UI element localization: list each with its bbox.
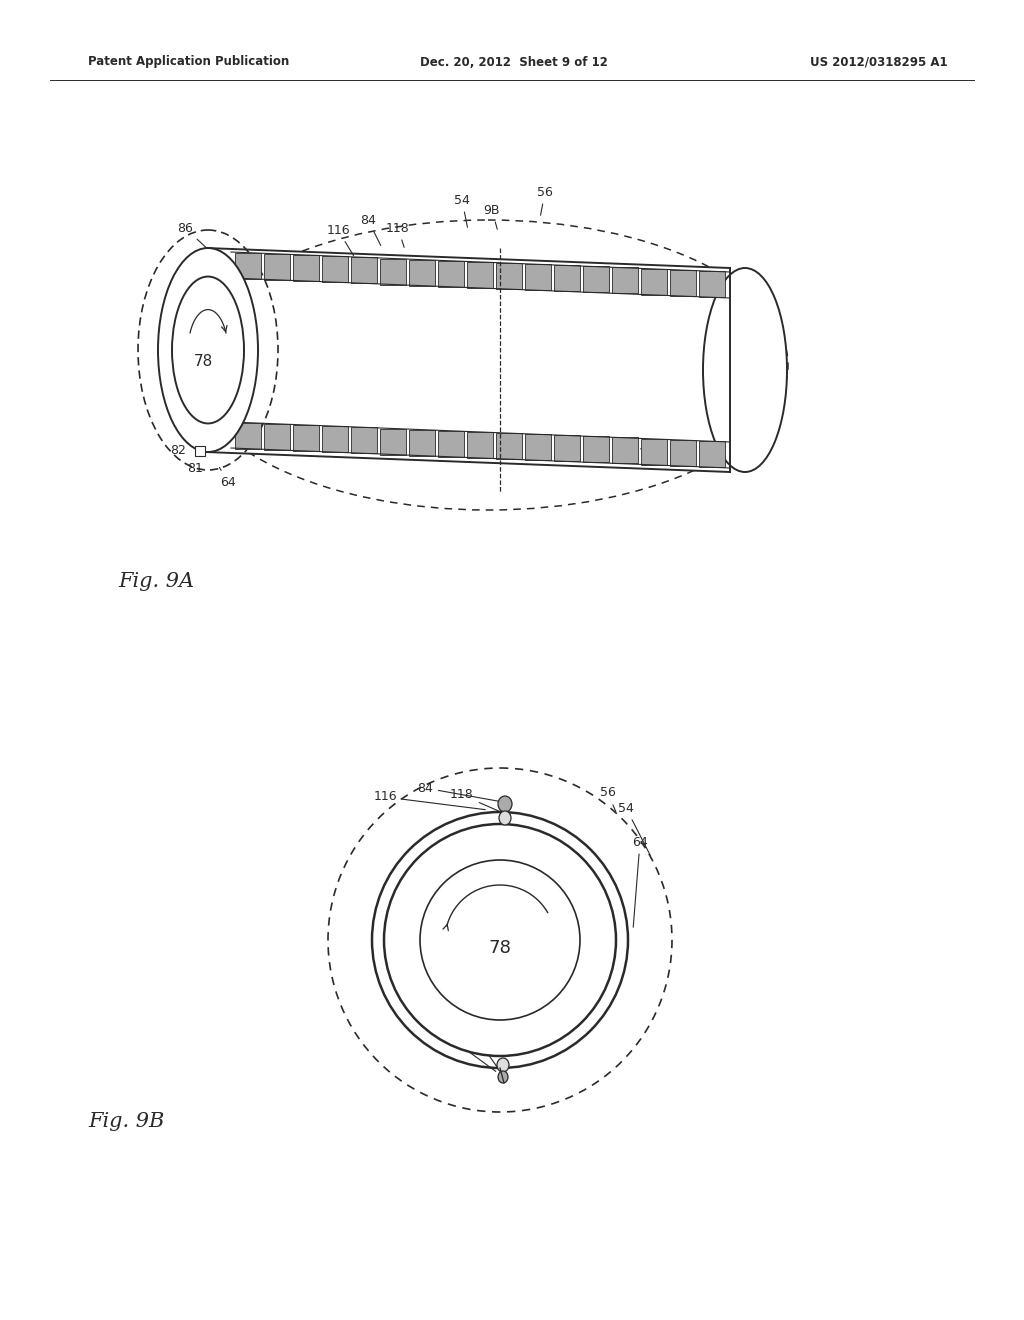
Text: 86: 86 <box>177 222 223 263</box>
Text: 56: 56 <box>537 186 553 215</box>
Bar <box>351 257 377 284</box>
Bar <box>496 263 522 289</box>
Ellipse shape <box>138 230 278 470</box>
Text: 118: 118 <box>460 1026 507 1080</box>
Circle shape <box>420 861 580 1020</box>
Bar <box>583 267 609 292</box>
Bar <box>234 253 261 279</box>
Text: 82: 82 <box>170 437 194 457</box>
Text: 54: 54 <box>454 194 470 227</box>
Bar <box>438 261 464 286</box>
Text: 78: 78 <box>194 355 213 370</box>
Text: Fig. 9B: Fig. 9B <box>88 1111 165 1131</box>
Bar <box>409 430 435 455</box>
Circle shape <box>372 812 628 1068</box>
Circle shape <box>384 824 616 1056</box>
Bar <box>554 265 580 292</box>
Bar <box>699 441 725 467</box>
Text: 64: 64 <box>632 836 648 927</box>
Ellipse shape <box>497 1059 509 1072</box>
Bar <box>612 437 638 463</box>
Text: Dec. 20, 2012  Sheet 9 of 12: Dec. 20, 2012 Sheet 9 of 12 <box>420 55 608 69</box>
Text: 84: 84 <box>360 214 381 246</box>
Bar <box>264 424 290 450</box>
Polygon shape <box>206 248 730 473</box>
Ellipse shape <box>172 277 244 424</box>
Text: US 2012/0318295 A1: US 2012/0318295 A1 <box>810 55 947 69</box>
Text: 56: 56 <box>600 787 616 812</box>
Text: 84: 84 <box>417 781 501 801</box>
Bar <box>525 264 551 290</box>
Text: 81: 81 <box>187 454 205 474</box>
Bar <box>496 433 522 459</box>
Ellipse shape <box>499 810 511 825</box>
Bar <box>699 271 725 297</box>
Bar <box>380 259 406 285</box>
Text: 64: 64 <box>219 467 236 488</box>
Bar <box>438 430 464 457</box>
Bar <box>264 255 290 280</box>
Bar <box>195 446 205 455</box>
Text: 116: 116 <box>373 791 485 809</box>
Bar <box>641 438 667 465</box>
Bar <box>670 269 696 296</box>
Text: 118: 118 <box>451 788 508 814</box>
Bar <box>525 434 551 461</box>
Text: 116: 116 <box>327 223 353 256</box>
Bar <box>322 426 348 453</box>
Bar <box>409 260 435 285</box>
Text: 118: 118 <box>386 222 410 247</box>
Bar <box>234 424 261 449</box>
Bar <box>641 268 667 294</box>
Bar <box>612 268 638 293</box>
Text: 9B: 9B <box>483 203 501 230</box>
Ellipse shape <box>703 268 787 473</box>
Ellipse shape <box>498 796 512 812</box>
Bar <box>293 255 319 281</box>
Text: Patent Application Publication: Patent Application Publication <box>88 55 289 69</box>
Bar <box>380 429 406 454</box>
Text: 78: 78 <box>488 939 511 957</box>
Bar <box>554 436 580 461</box>
Text: Fig. 9A: Fig. 9A <box>118 572 195 591</box>
Bar <box>351 428 377 454</box>
Bar <box>467 432 493 458</box>
Ellipse shape <box>158 248 258 451</box>
Text: 54: 54 <box>618 801 650 855</box>
Bar <box>322 256 348 282</box>
Bar <box>467 261 493 288</box>
Bar <box>670 440 696 466</box>
Ellipse shape <box>498 1071 508 1082</box>
Text: 86: 86 <box>420 1015 496 1072</box>
Bar <box>293 425 319 451</box>
Bar <box>583 437 609 462</box>
Text: 9B: 9B <box>641 449 688 466</box>
